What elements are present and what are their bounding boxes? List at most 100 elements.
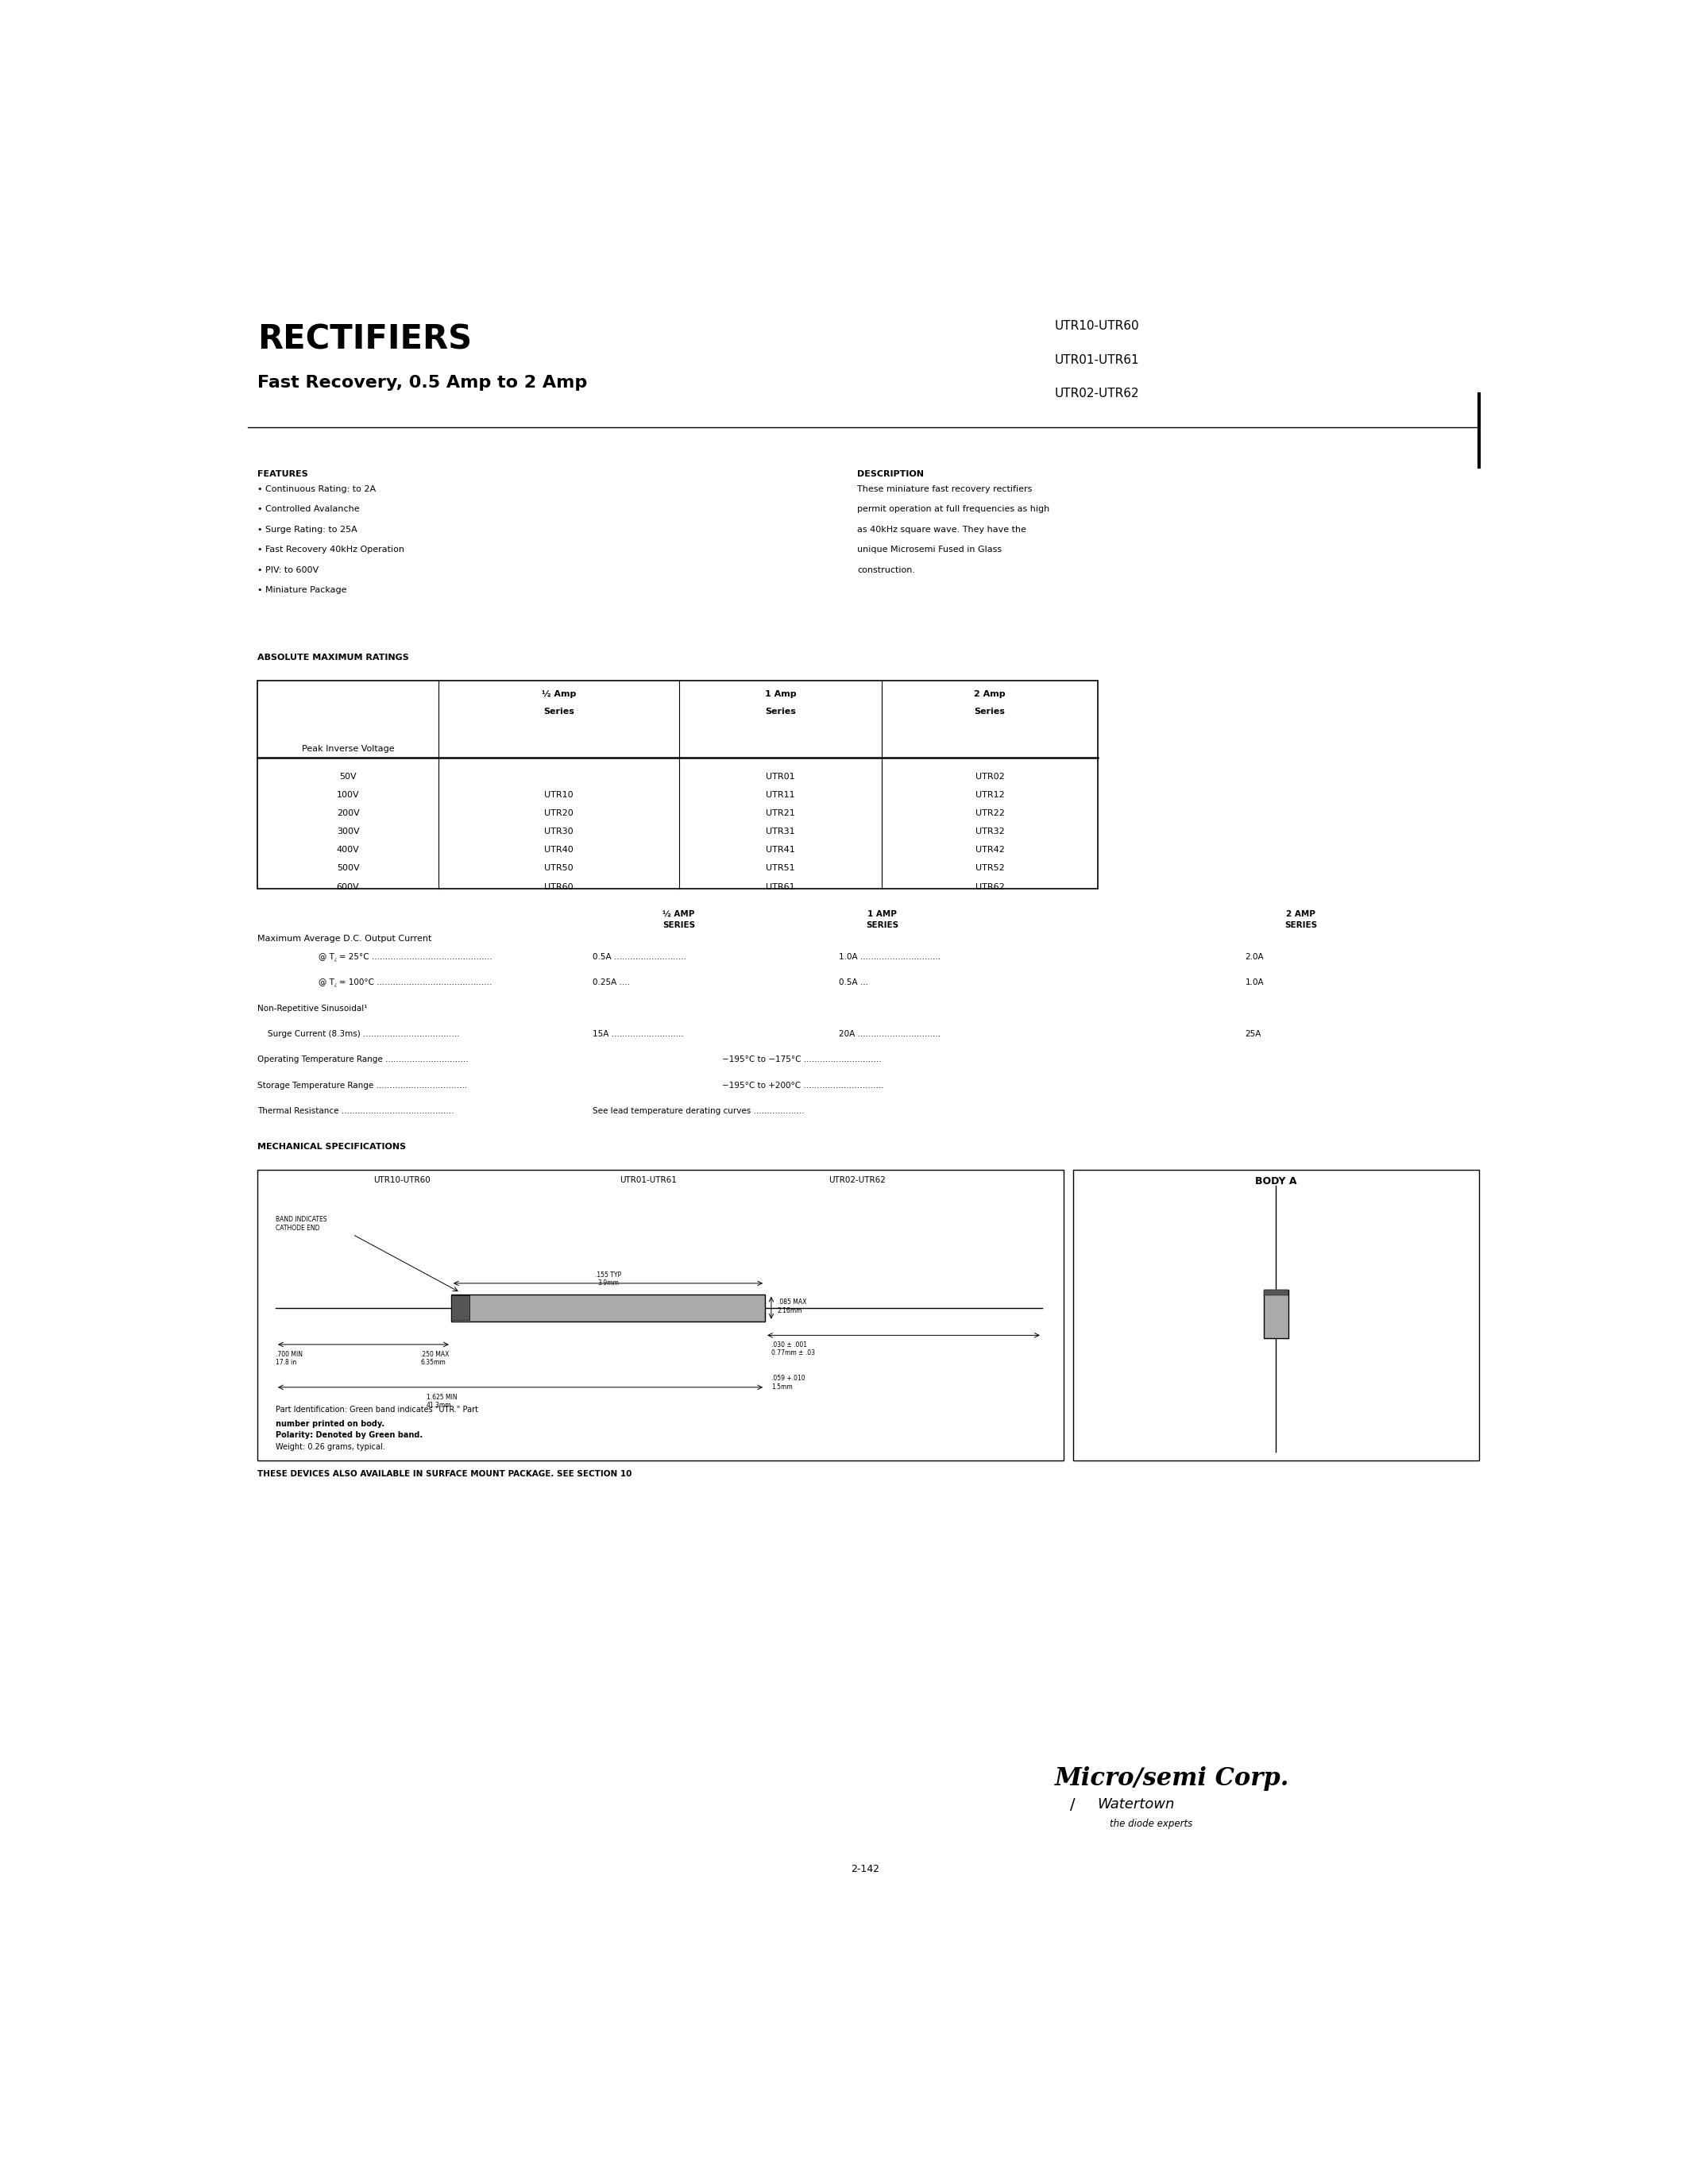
Text: .059 +.010
1.5mm: .059 +.010 1.5mm [771, 1376, 805, 1391]
Bar [1264, 1289, 1288, 1339]
Text: Storage Temperature Range ..................................: Storage Temperature Range ..............… [257, 1081, 468, 1090]
Text: UTR10-UTR60: UTR10-UTR60 [373, 1177, 430, 1184]
Bar [1074, 1171, 1479, 1461]
Text: as 40kHz square wave. They have the: as 40kHz square wave. They have the [858, 526, 1026, 533]
Text: 15A ...........................: 15A ........................... [592, 1031, 684, 1037]
Text: UTR20: UTR20 [544, 810, 574, 817]
Text: UTR02: UTR02 [976, 773, 1004, 780]
Text: 25A: 25A [1246, 1031, 1261, 1037]
Text: 1 Amp: 1 Amp [765, 690, 797, 699]
Text: 0.25A ....: 0.25A .... [592, 978, 630, 987]
Text: BODY A: BODY A [1256, 1177, 1296, 1186]
Text: MECHANICAL SPECIFICATIONS: MECHANICAL SPECIFICATIONS [257, 1142, 405, 1151]
Text: UTR40: UTR40 [544, 845, 574, 854]
Text: 600V: 600V [336, 882, 360, 891]
Bar [257, 681, 1097, 889]
Text: UTR02-UTR62: UTR02-UTR62 [829, 1177, 886, 1184]
Text: Peak Inverse Voltage: Peak Inverse Voltage [302, 745, 395, 753]
Text: Maximum Average D.C. Output Current: Maximum Average D.C. Output Current [257, 935, 432, 943]
Text: UTR11: UTR11 [766, 791, 795, 799]
Text: 20A ...............................: 20A ............................... [839, 1031, 940, 1037]
Text: 1.625 MIN
41.3mm: 1.625 MIN 41.3mm [427, 1393, 457, 1409]
Text: 500V: 500V [336, 865, 360, 871]
Text: SERIES: SERIES [662, 922, 695, 928]
Text: Part Identification: Green band indicates "UTR." Part: Part Identification: Green band indicate… [275, 1406, 478, 1413]
Text: Surge Current (8.3ms) ....................................: Surge Current (8.3ms) ..................… [257, 1031, 459, 1037]
Text: @ T⁁ = 100°C ...........................................: @ T⁁ = 100°C ...........................… [319, 978, 493, 987]
Text: Fast Recovery, 0.5 Amp to 2 Amp: Fast Recovery, 0.5 Amp to 2 Amp [257, 376, 587, 391]
Text: UTR62: UTR62 [976, 882, 1004, 891]
Text: ½ Amp: ½ Amp [542, 690, 576, 699]
Text: Watertown: Watertown [1097, 1797, 1175, 1811]
Text: DESCRIPTION: DESCRIPTION [858, 470, 923, 478]
Text: Non-Repetitive Sinusoidal¹: Non-Repetitive Sinusoidal¹ [257, 1005, 368, 1013]
Text: • Continuous Rating: to 2A: • Continuous Rating: to 2A [257, 485, 376, 494]
Text: construction.: construction. [858, 566, 915, 574]
Text: −195°C to −175°C .............................: −195°C to −175°C .......................… [722, 1055, 881, 1064]
Text: Micro∕semi Corp.: Micro∕semi Corp. [1055, 1767, 1290, 1791]
Bar [257, 1171, 1063, 1461]
Text: Weight: 0.26 grams, typical.: Weight: 0.26 grams, typical. [275, 1444, 385, 1450]
Text: 50V: 50V [339, 773, 356, 780]
Text: Operating Temperature Range ...............................: Operating Temperature Range ............… [257, 1055, 468, 1064]
Text: permit operation at full frequencies as high: permit operation at full frequencies as … [858, 505, 1050, 513]
Text: See lead temperature derating curves ...................: See lead temperature derating curves ...… [592, 1107, 805, 1116]
Text: UTR60: UTR60 [544, 882, 574, 891]
Text: UTR41: UTR41 [766, 845, 795, 854]
Text: • Fast Recovery 40kHz Operation: • Fast Recovery 40kHz Operation [257, 546, 403, 555]
Text: UTR21: UTR21 [766, 810, 795, 817]
Text: the diode experts: the diode experts [1109, 1819, 1193, 1828]
Text: .085 MAX
2.16mm: .085 MAX 2.16mm [778, 1299, 807, 1315]
Text: number printed on body.: number printed on body. [275, 1420, 385, 1428]
Text: 100V: 100V [336, 791, 360, 799]
Text: 200V: 200V [336, 810, 360, 817]
Text: FEATURES: FEATURES [257, 470, 307, 478]
Text: BAND INDICATES
CATHODE END: BAND INDICATES CATHODE END [275, 1216, 327, 1232]
Text: unique Microsemi Fused in Glass: unique Microsemi Fused in Glass [858, 546, 1003, 555]
Text: 2 AMP: 2 AMP [1286, 911, 1315, 917]
Text: • Controlled Avalanche: • Controlled Avalanche [257, 505, 360, 513]
Text: UTR30: UTR30 [544, 828, 574, 836]
Text: Thermal Resistance ..........................................: Thermal Resistance .....................… [257, 1107, 454, 1116]
Text: UTR01-UTR61: UTR01-UTR61 [1055, 354, 1139, 365]
Text: • PIV: to 600V: • PIV: to 600V [257, 566, 319, 574]
Text: −195°C to +200°C ..............................: −195°C to +200°C .......................… [722, 1081, 885, 1090]
Text: RECTIFIERS: RECTIFIERS [257, 323, 471, 356]
Text: UTR42: UTR42 [976, 845, 1004, 854]
Text: UTR52: UTR52 [976, 865, 1004, 871]
Text: 1.0A ..............................: 1.0A .............................. [839, 952, 940, 961]
Text: .700 MIN
17.8 in: .700 MIN 17.8 in [275, 1350, 302, 1365]
Text: UTR61: UTR61 [766, 882, 795, 891]
Text: UTR01-UTR61: UTR01-UTR61 [619, 1177, 677, 1184]
Text: • Surge Rating: to 25A: • Surge Rating: to 25A [257, 526, 358, 533]
Bar [451, 1295, 765, 1321]
Text: 0.5A ...: 0.5A ... [839, 978, 868, 987]
Text: 300V: 300V [336, 828, 360, 836]
Text: 400V: 400V [336, 845, 360, 854]
Text: ½ AMP: ½ AMP [663, 911, 695, 917]
Text: UTR02-UTR62: UTR02-UTR62 [1055, 387, 1139, 400]
Bar [1264, 1289, 1288, 1295]
Text: THESE DEVICES ALSO AVAILABLE IN SURFACE MOUNT PACKAGE. SEE SECTION 10: THESE DEVICES ALSO AVAILABLE IN SURFACE … [257, 1470, 631, 1479]
Text: .155 TYP
3.9mm: .155 TYP 3.9mm [594, 1271, 621, 1286]
Text: .250 MAX
6.35mm: .250 MAX 6.35mm [420, 1350, 449, 1365]
Text: .030 ± .001
0.77mm ± .03: .030 ± .001 0.77mm ± .03 [771, 1341, 815, 1356]
Text: UTR10: UTR10 [544, 791, 574, 799]
Text: Series: Series [765, 708, 797, 714]
Text: UTR51: UTR51 [766, 865, 795, 871]
Text: Series: Series [544, 708, 574, 714]
Bar [451, 1295, 469, 1319]
Text: These miniature fast recovery rectifiers: These miniature fast recovery rectifiers [858, 485, 1033, 494]
Text: Series: Series [974, 708, 1006, 714]
Text: ABSOLUTE MAXIMUM RATINGS: ABSOLUTE MAXIMUM RATINGS [257, 653, 408, 662]
Text: Polarity: Denoted by Green band.: Polarity: Denoted by Green band. [275, 1431, 422, 1439]
Text: UTR50: UTR50 [544, 865, 574, 871]
Text: @ T⁁ = 25°C .............................................: @ T⁁ = 25°C ............................… [319, 952, 493, 961]
Text: 2-142: 2-142 [851, 1865, 879, 1874]
Text: 2 Amp: 2 Amp [974, 690, 1006, 699]
Text: • Miniature Package: • Miniature Package [257, 585, 346, 594]
Text: 2.0A: 2.0A [1246, 952, 1264, 961]
Text: UTR32: UTR32 [976, 828, 1004, 836]
Text: UTR22: UTR22 [976, 810, 1004, 817]
Text: SERIES: SERIES [1285, 922, 1317, 928]
